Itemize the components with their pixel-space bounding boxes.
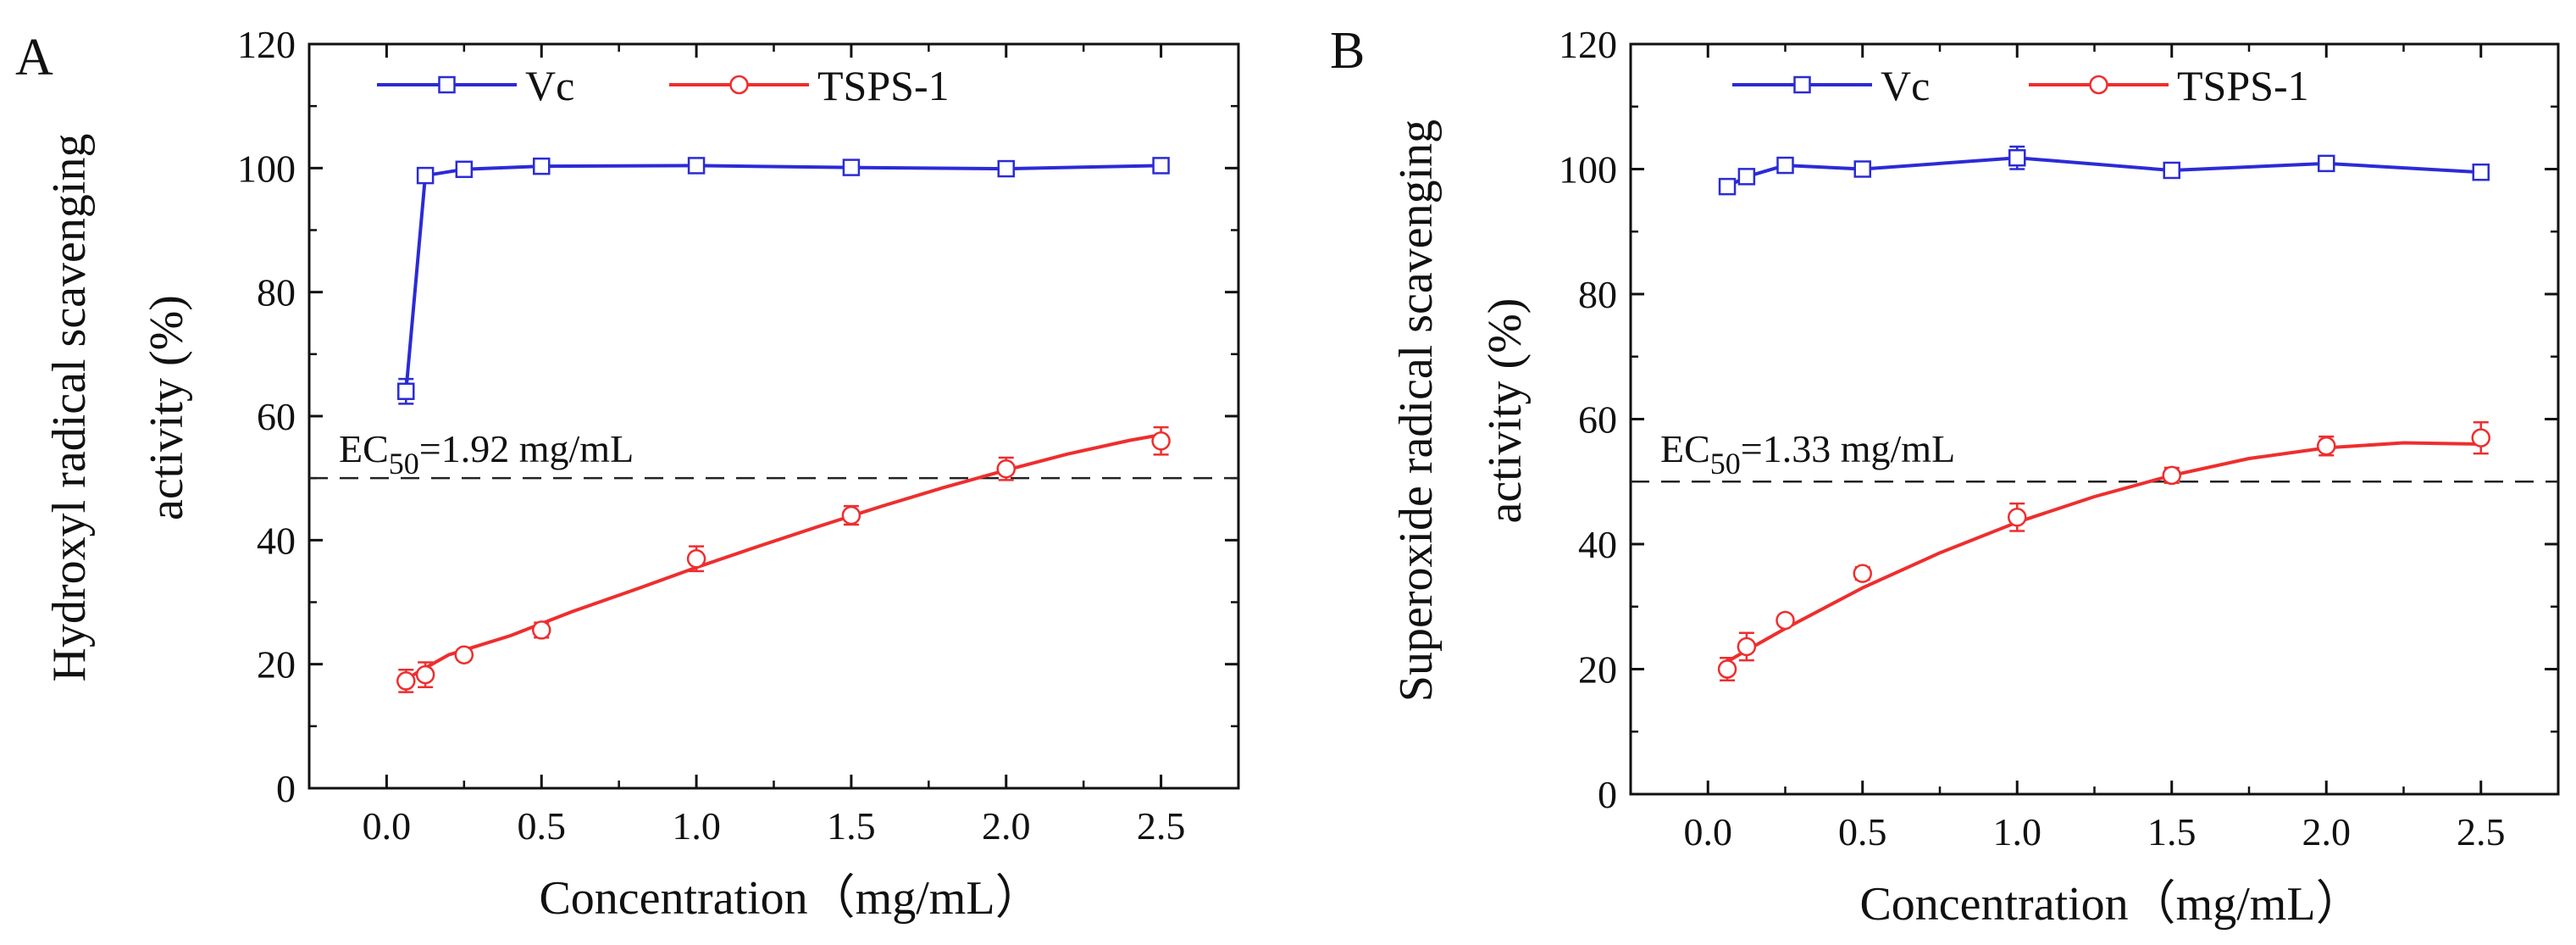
legend-label: Vc bbox=[1881, 62, 1930, 109]
data-point bbox=[2008, 508, 2027, 527]
data-point bbox=[841, 505, 861, 525]
ec50-value: =1.33 mg/mL bbox=[1741, 427, 1955, 470]
x-tick-label: 2.0 bbox=[2302, 810, 2352, 853]
data-point bbox=[455, 160, 474, 179]
series-vc bbox=[397, 157, 1170, 405]
data-point bbox=[1776, 156, 1794, 175]
data-point bbox=[1151, 431, 1171, 451]
ec50-subscript: 50 bbox=[389, 447, 419, 481]
data-point bbox=[532, 620, 551, 640]
data-point bbox=[1853, 564, 1872, 583]
panel-a: A 0 20 40 60 80 100 120 0.0 0.5 1.0 1.5 2.0 2.5 Concen… bbox=[15, 23, 1240, 925]
x-tick-label: 0.0 bbox=[1684, 810, 1733, 853]
y-tick-label: 100 bbox=[1559, 148, 1617, 192]
y-axis-title-line2: activity (%) bbox=[141, 295, 193, 520]
y-axis-title-line1: Hydroxyl radical scavenging bbox=[43, 134, 96, 682]
legend-marker bbox=[438, 75, 456, 94]
x-tick-label: 0.5 bbox=[1838, 810, 1887, 853]
y-tick-label: 0 bbox=[1598, 773, 1617, 816]
data-point bbox=[2162, 465, 2181, 486]
data-point bbox=[1152, 157, 1170, 175]
data-point bbox=[454, 645, 474, 664]
x-tick-label: 2.0 bbox=[982, 804, 1031, 848]
data-point bbox=[533, 157, 551, 175]
y-tick-label: 80 bbox=[1578, 273, 1617, 316]
y-tick-label: 20 bbox=[1578, 648, 1617, 692]
y-axis-title-line2: activity (%) bbox=[1479, 298, 1532, 524]
legend-label: Vc bbox=[525, 62, 574, 109]
series-line bbox=[404, 164, 1161, 392]
data-point bbox=[396, 671, 416, 691]
legend-item-vc: Vc bbox=[377, 62, 574, 109]
x-tick-label: 0.0 bbox=[363, 804, 412, 848]
x-tick-label: 1.5 bbox=[827, 804, 876, 848]
data-point bbox=[2471, 428, 2490, 447]
y-tick-label: 100 bbox=[237, 147, 296, 190]
legend-item-tsps-1: TSPS-1 bbox=[669, 62, 950, 109]
data-point bbox=[2163, 161, 2180, 180]
x-axis-title: Concentration（mg/mL） bbox=[539, 872, 1042, 925]
series-line bbox=[1726, 441, 2481, 664]
legend-item-tsps-1: TSPS-1 bbox=[2029, 62, 2309, 109]
data-point bbox=[397, 382, 415, 400]
plot-frame bbox=[307, 42, 1240, 790]
data-point bbox=[1717, 659, 1737, 679]
data-point bbox=[1737, 168, 1756, 186]
panel-b: B 0 20 40 60 80 100 120 0.0 0.5 1.0 1.5 2.0 2.5 Concen… bbox=[1330, 22, 2560, 931]
legend-item-vc: Vc bbox=[1732, 62, 1930, 109]
y-tick-label: 20 bbox=[257, 643, 296, 687]
legend-marker bbox=[729, 75, 749, 95]
data-point bbox=[997, 159, 1015, 178]
panel-label: B bbox=[1330, 22, 1365, 80]
ec50-annotation: EC50=1.33 mg/mL bbox=[1660, 427, 1955, 481]
x-tick-label: 1.0 bbox=[1993, 810, 2042, 853]
x-tick-label: 2.5 bbox=[2457, 810, 2506, 853]
plot-frame bbox=[1629, 42, 2560, 796]
series-line bbox=[405, 433, 1161, 681]
legend-label: TSPS-1 bbox=[2177, 62, 2309, 109]
data-point bbox=[1718, 177, 1737, 196]
x-tick-label: 1.5 bbox=[2147, 810, 2197, 853]
data-point bbox=[1853, 160, 1871, 178]
data-point bbox=[2472, 163, 2490, 181]
data-point bbox=[686, 549, 706, 569]
data-point bbox=[415, 664, 435, 685]
series-tsps-1 bbox=[1717, 420, 2490, 682]
x-axis-title: Concentration（mg/mL） bbox=[1859, 878, 2363, 931]
legend-label: TSPS-1 bbox=[817, 62, 950, 109]
series-tsps-1 bbox=[396, 425, 1171, 693]
ec50-subscript: 50 bbox=[1710, 447, 1741, 481]
series-vc bbox=[1718, 145, 2490, 196]
data-point bbox=[2008, 148, 2026, 167]
data-point bbox=[842, 158, 861, 176]
y-tick-label: 120 bbox=[1559, 23, 1617, 66]
y-tick-label: 60 bbox=[257, 395, 296, 438]
data-point bbox=[1776, 610, 1795, 631]
y-tick-label: 40 bbox=[1578, 523, 1617, 566]
data-point bbox=[2318, 154, 2335, 173]
data-point bbox=[687, 157, 706, 175]
x-tick-label: 0.5 bbox=[518, 804, 567, 848]
y-tick-label: 120 bbox=[237, 23, 296, 66]
data-point bbox=[1737, 636, 1757, 657]
data-point bbox=[996, 459, 1016, 479]
legend-marker bbox=[2089, 75, 2108, 95]
y-tick-label: 0 bbox=[276, 767, 296, 810]
x-tick-label: 2.5 bbox=[1137, 804, 1186, 848]
y-tick-label: 40 bbox=[257, 519, 296, 562]
legend-marker bbox=[1793, 75, 1811, 94]
data-point bbox=[416, 166, 435, 185]
ec50-prefix: EC bbox=[1660, 427, 1710, 470]
ec50-prefix: EC bbox=[339, 427, 389, 470]
y-axis-title-line1: Superoxide radical scavenging bbox=[1390, 120, 1443, 702]
panel-label: A bbox=[15, 29, 53, 86]
y-tick-label: 80 bbox=[257, 271, 296, 314]
data-point bbox=[2317, 436, 2336, 456]
series-line bbox=[1726, 156, 2481, 188]
ec50-annotation: EC50=1.92 mg/mL bbox=[339, 427, 634, 481]
y-tick-label: 60 bbox=[1578, 398, 1617, 442]
ec50-value: =1.92 mg/mL bbox=[419, 427, 634, 470]
x-tick-label: 1.0 bbox=[672, 804, 721, 848]
